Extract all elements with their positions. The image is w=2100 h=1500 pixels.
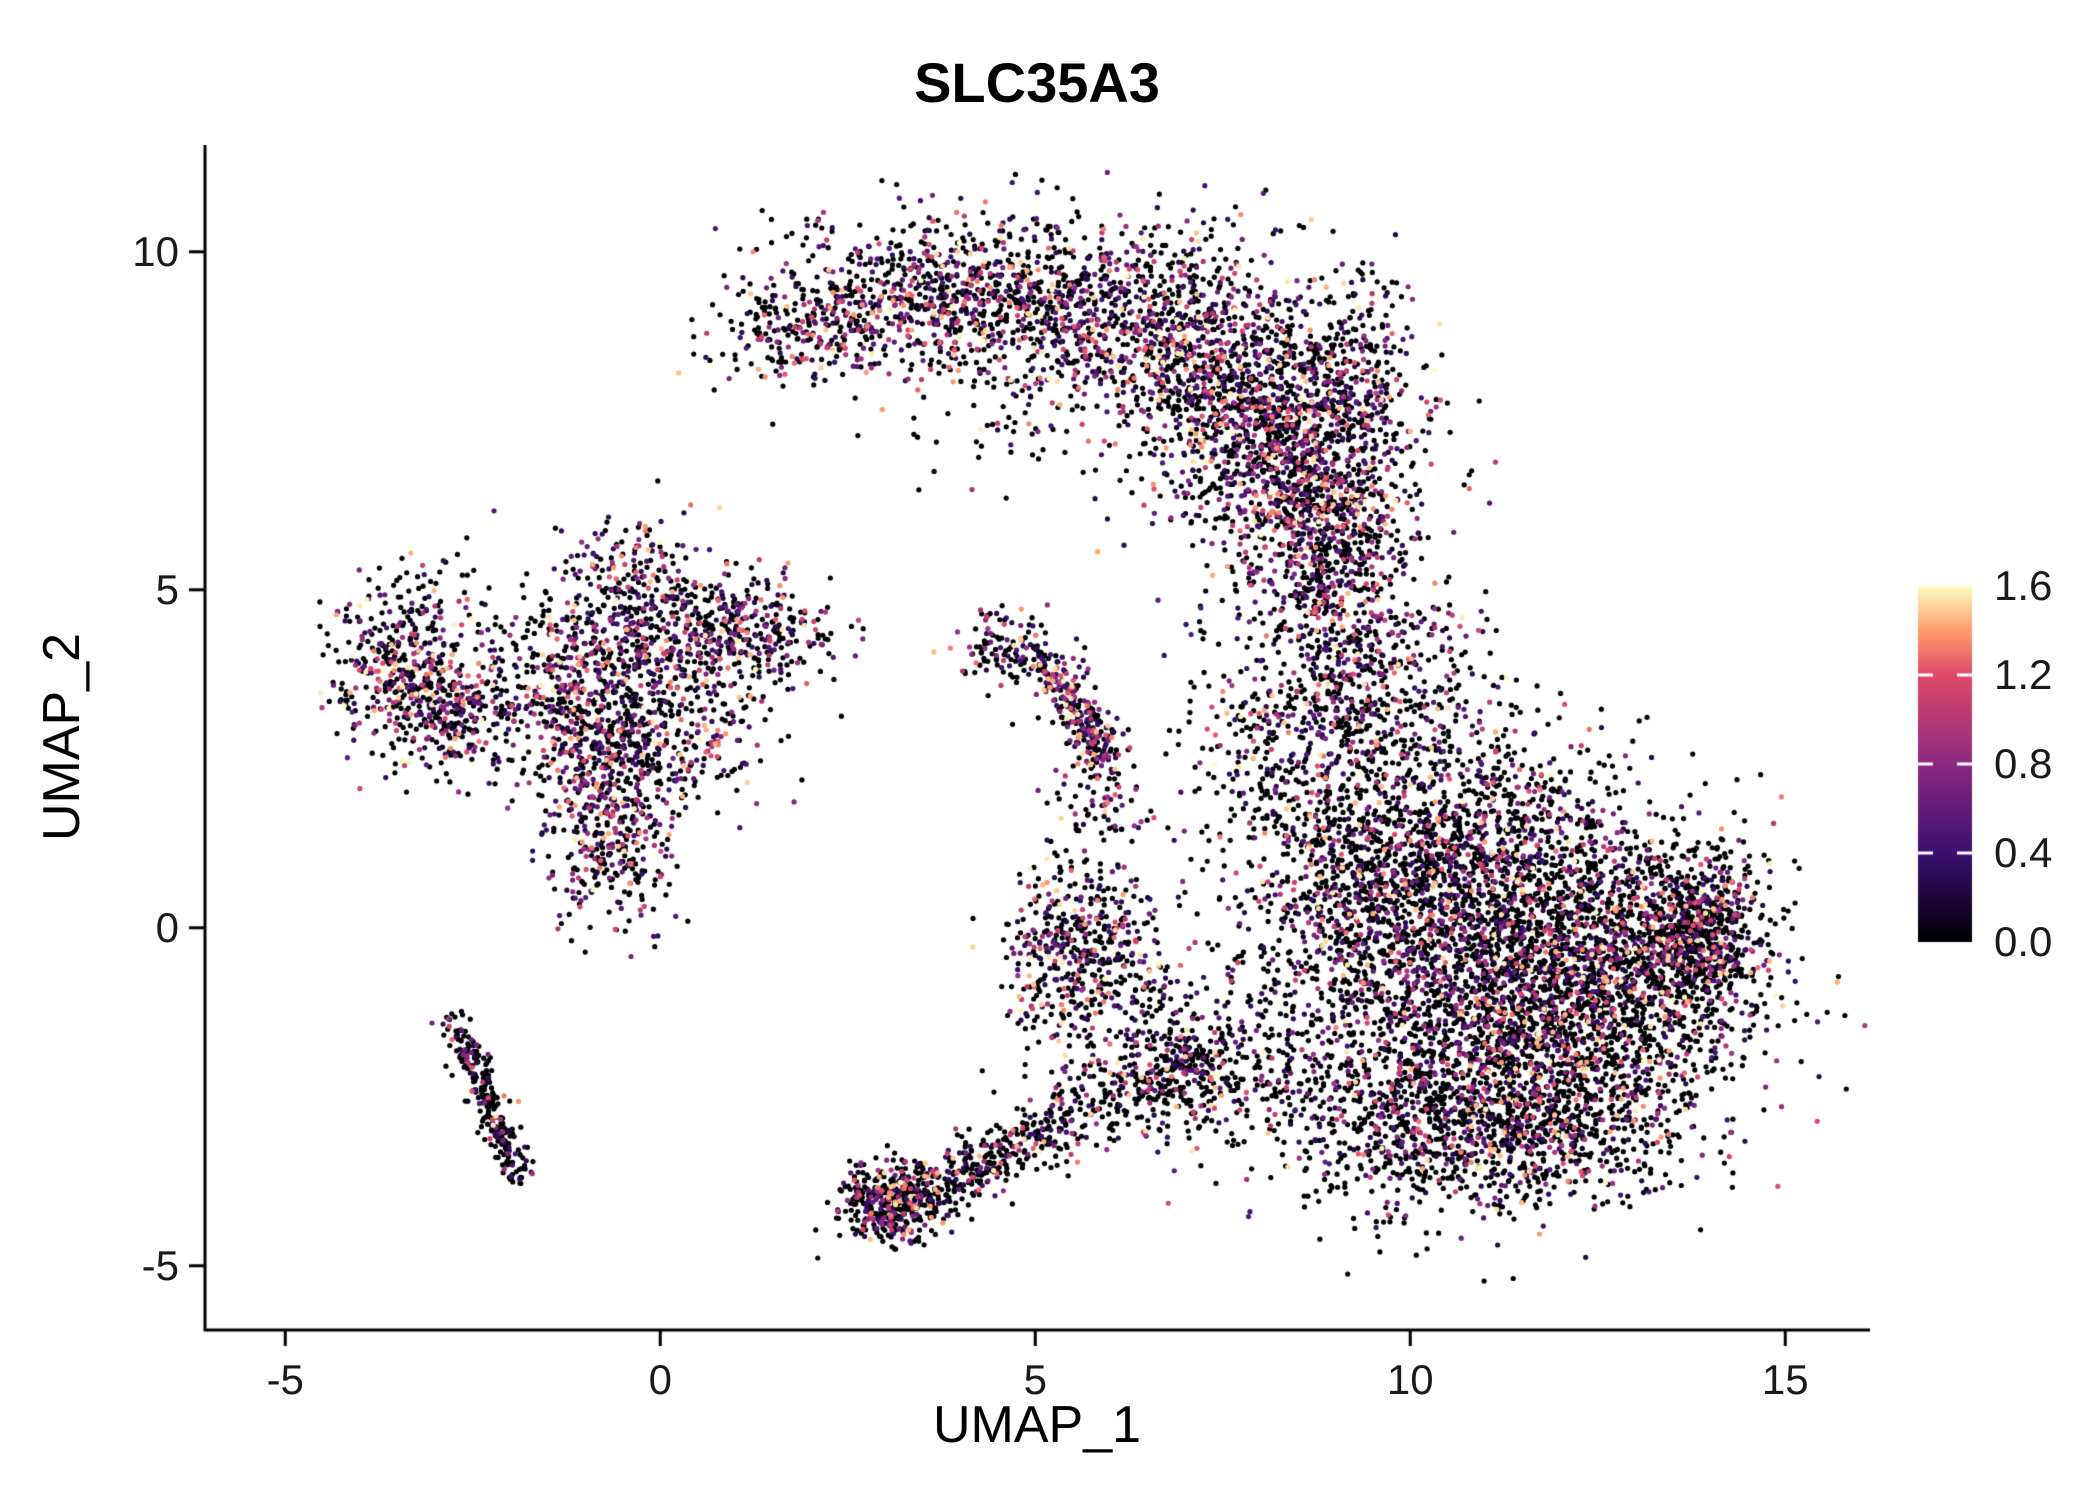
y-tick-label: -5 bbox=[141, 1241, 179, 1289]
x-tick-label: 5 bbox=[1023, 1356, 1047, 1403]
x-axis-label: UMAP_1 bbox=[932, 1396, 1142, 1454]
y-tick-label: 10 bbox=[132, 227, 179, 275]
plot-title: SLC35A3 bbox=[914, 51, 1160, 114]
x-tick-label: -5 bbox=[266, 1356, 304, 1403]
x-tick-label: 15 bbox=[1761, 1356, 1809, 1403]
colorbar-tick-label: 0.0 bbox=[1994, 918, 2053, 965]
x-tick-label: 0 bbox=[648, 1356, 672, 1403]
y-axis-label: UMAP_2 bbox=[33, 632, 91, 842]
colorbar-tick-label: 1.2 bbox=[1994, 651, 2053, 698]
y-tick-label: 5 bbox=[155, 565, 179, 613]
y-tick-label: 0 bbox=[155, 903, 179, 951]
colorbar-tick-label: 1.6 bbox=[1994, 562, 2053, 609]
x-tick-label: 10 bbox=[1386, 1356, 1434, 1403]
colorbar-tick-label: 0.4 bbox=[1994, 829, 2053, 876]
colorbar-tick-label: 0.8 bbox=[1994, 740, 2053, 787]
